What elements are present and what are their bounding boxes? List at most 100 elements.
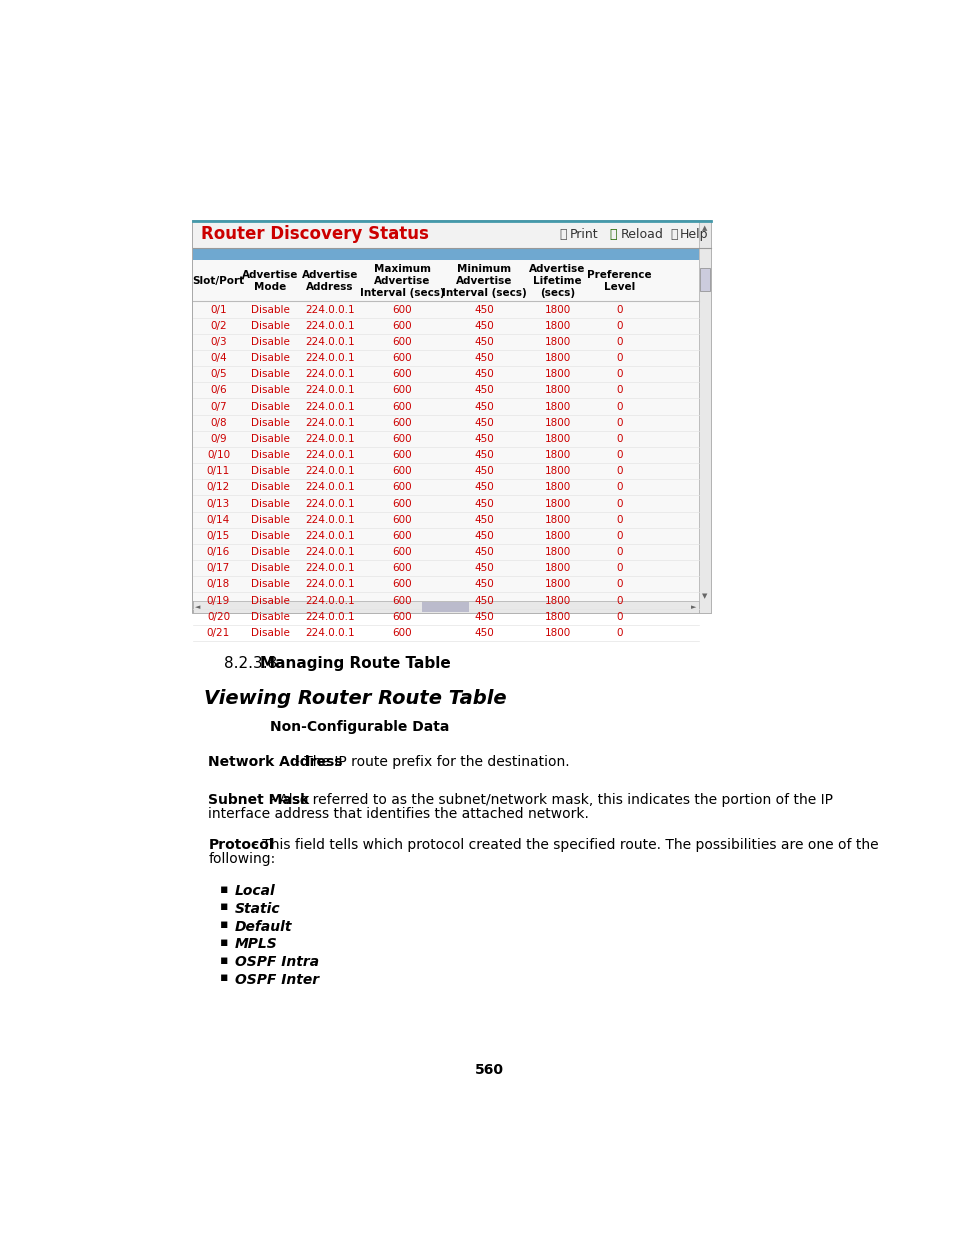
Text: 8.2.3.8: 8.2.3.8 xyxy=(224,656,282,672)
Text: 0/14: 0/14 xyxy=(207,515,230,525)
Text: 224.0.0.1: 224.0.0.1 xyxy=(305,401,355,411)
Text: 224.0.0.1: 224.0.0.1 xyxy=(305,467,355,477)
Text: 600: 600 xyxy=(393,321,412,331)
Text: 450: 450 xyxy=(474,611,494,621)
Text: Disable: Disable xyxy=(251,433,290,443)
Text: ▼: ▼ xyxy=(701,594,707,599)
Text: Disable: Disable xyxy=(251,611,290,621)
Text: 0/12: 0/12 xyxy=(207,483,230,493)
Text: Disable: Disable xyxy=(251,369,290,379)
Text: Default: Default xyxy=(234,920,292,934)
Text: interface address that identifies the attached network.: interface address that identifies the at… xyxy=(208,808,589,821)
Text: 0: 0 xyxy=(616,595,622,605)
Text: 600: 600 xyxy=(393,563,412,573)
Text: Preference
Level: Preference Level xyxy=(587,269,651,291)
Text: Router Discovery Status: Router Discovery Status xyxy=(200,226,428,243)
Text: 224.0.0.1: 224.0.0.1 xyxy=(305,499,355,509)
Bar xyxy=(193,221,710,613)
Text: 0: 0 xyxy=(616,353,622,363)
Text: 450: 450 xyxy=(474,515,494,525)
Text: 0/5: 0/5 xyxy=(210,369,227,379)
Text: ▪: ▪ xyxy=(220,972,229,984)
Text: Managing Route Table: Managing Route Table xyxy=(259,656,450,672)
Text: 1800: 1800 xyxy=(544,305,570,315)
Text: Disable: Disable xyxy=(251,401,290,411)
Text: 1800: 1800 xyxy=(544,401,570,411)
Text: Reload: Reload xyxy=(620,228,663,241)
Text: 600: 600 xyxy=(393,433,412,443)
Text: 600: 600 xyxy=(393,353,412,363)
Text: 1800: 1800 xyxy=(544,579,570,589)
Text: 224.0.0.1: 224.0.0.1 xyxy=(305,321,355,331)
Text: 450: 450 xyxy=(474,563,494,573)
Text: 1800: 1800 xyxy=(544,353,570,363)
Text: 0/19: 0/19 xyxy=(207,595,230,605)
Text: Protocol: Protocol xyxy=(208,839,274,852)
Text: 600: 600 xyxy=(393,385,412,395)
Text: 450: 450 xyxy=(474,467,494,477)
Text: 1800: 1800 xyxy=(544,531,570,541)
Text: Disable: Disable xyxy=(251,483,290,493)
Text: 1800: 1800 xyxy=(544,417,570,427)
Text: 0: 0 xyxy=(616,531,622,541)
Text: 224.0.0.1: 224.0.0.1 xyxy=(305,417,355,427)
Text: 600: 600 xyxy=(393,627,412,638)
Text: 450: 450 xyxy=(474,531,494,541)
Text: ◄: ◄ xyxy=(195,604,200,610)
Text: 224.0.0.1: 224.0.0.1 xyxy=(305,433,355,443)
Text: Advertise
Address: Advertise Address xyxy=(301,269,358,291)
Text: 0: 0 xyxy=(616,337,622,347)
Text: 600: 600 xyxy=(393,369,412,379)
Bar xyxy=(193,259,699,601)
Text: 450: 450 xyxy=(474,547,494,557)
Text: 224.0.0.1: 224.0.0.1 xyxy=(305,531,355,541)
Text: 224.0.0.1: 224.0.0.1 xyxy=(305,337,355,347)
Text: ▪: ▪ xyxy=(220,883,229,895)
Text: ▪: ▪ xyxy=(220,900,229,914)
Text: 🔄: 🔄 xyxy=(609,228,617,241)
Text: OSPF Inter: OSPF Inter xyxy=(234,973,318,987)
Text: 600: 600 xyxy=(393,547,412,557)
Text: 450: 450 xyxy=(474,433,494,443)
Text: 600: 600 xyxy=(393,515,412,525)
Text: - This field tells which protocol created the specified route. The possibilities: - This field tells which protocol create… xyxy=(253,839,878,852)
Text: 0: 0 xyxy=(616,499,622,509)
Text: Advertise
Lifetime
(secs): Advertise Lifetime (secs) xyxy=(529,263,585,298)
Text: 224.0.0.1: 224.0.0.1 xyxy=(305,515,355,525)
Text: ▪: ▪ xyxy=(220,953,229,967)
Text: Disable: Disable xyxy=(251,627,290,638)
Text: 0: 0 xyxy=(616,450,622,461)
Text: 0: 0 xyxy=(616,401,622,411)
Text: 0/13: 0/13 xyxy=(207,499,230,509)
Text: Disable: Disable xyxy=(251,385,290,395)
Text: 0/6: 0/6 xyxy=(210,385,227,395)
Text: 1800: 1800 xyxy=(544,627,570,638)
Text: Subnet Mask: Subnet Mask xyxy=(208,793,310,808)
Bar xyxy=(699,268,709,290)
Text: 0: 0 xyxy=(616,547,622,557)
Text: 600: 600 xyxy=(393,417,412,427)
Bar xyxy=(422,601,468,611)
Text: 224.0.0.1: 224.0.0.1 xyxy=(305,450,355,461)
Text: 450: 450 xyxy=(474,579,494,589)
Text: Disable: Disable xyxy=(251,467,290,477)
Text: Print: Print xyxy=(569,228,598,241)
Text: 560: 560 xyxy=(474,1063,503,1077)
Text: 450: 450 xyxy=(474,483,494,493)
Text: 1800: 1800 xyxy=(544,611,570,621)
Text: 224.0.0.1: 224.0.0.1 xyxy=(305,369,355,379)
Text: 1800: 1800 xyxy=(544,499,570,509)
Text: 0/10: 0/10 xyxy=(207,450,230,461)
Text: 1800: 1800 xyxy=(544,483,570,493)
Text: 0: 0 xyxy=(616,417,622,427)
Text: 224.0.0.1: 224.0.0.1 xyxy=(305,579,355,589)
Text: 0: 0 xyxy=(616,433,622,443)
Text: 0/15: 0/15 xyxy=(207,531,230,541)
Text: Non-Configurable Data: Non-Configurable Data xyxy=(270,720,449,734)
Text: 450: 450 xyxy=(474,337,494,347)
Text: 1800: 1800 xyxy=(544,547,570,557)
Text: 450: 450 xyxy=(474,305,494,315)
Text: 600: 600 xyxy=(393,595,412,605)
Text: 1800: 1800 xyxy=(544,515,570,525)
Text: 0/1: 0/1 xyxy=(210,305,227,315)
